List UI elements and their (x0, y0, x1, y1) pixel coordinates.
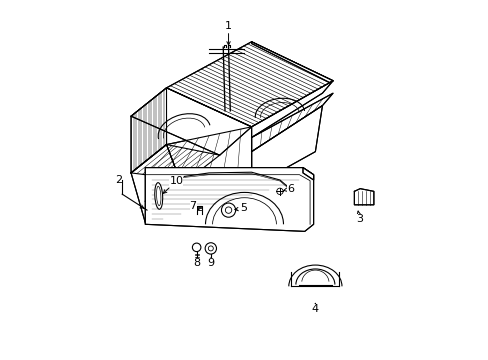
Polygon shape (303, 168, 313, 180)
Text: 8: 8 (193, 258, 200, 268)
Polygon shape (251, 105, 322, 187)
Text: 5: 5 (234, 203, 246, 213)
Polygon shape (251, 81, 332, 138)
Polygon shape (354, 189, 373, 205)
Polygon shape (251, 42, 332, 82)
Polygon shape (131, 145, 187, 222)
Polygon shape (251, 93, 332, 152)
Text: 7: 7 (189, 201, 199, 211)
Polygon shape (131, 88, 166, 173)
Polygon shape (131, 88, 251, 155)
Polygon shape (166, 42, 332, 127)
Text: 3: 3 (355, 211, 363, 224)
Circle shape (221, 203, 235, 217)
Polygon shape (145, 168, 313, 231)
Ellipse shape (155, 183, 163, 209)
Text: 9: 9 (207, 258, 214, 268)
Text: 1: 1 (224, 21, 232, 45)
Circle shape (192, 243, 201, 252)
Circle shape (205, 243, 216, 254)
Polygon shape (166, 127, 251, 201)
Text: 10: 10 (163, 176, 183, 193)
Text: 6: 6 (283, 184, 293, 194)
Text: 2: 2 (115, 175, 122, 185)
Polygon shape (131, 145, 219, 180)
Text: 4: 4 (311, 303, 318, 314)
